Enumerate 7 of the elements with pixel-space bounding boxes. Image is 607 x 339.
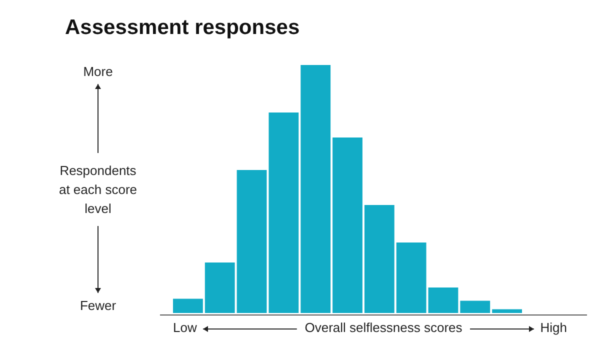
chart-title: Assessment responses xyxy=(65,16,300,39)
text: Fewer xyxy=(80,298,116,313)
text: More xyxy=(83,64,113,79)
text: Low xyxy=(173,320,197,335)
y-axis-title: Respondents at each score level xyxy=(58,162,138,218)
x-axis-title: Overall selflessness scores xyxy=(304,320,462,335)
text: High xyxy=(540,320,567,335)
